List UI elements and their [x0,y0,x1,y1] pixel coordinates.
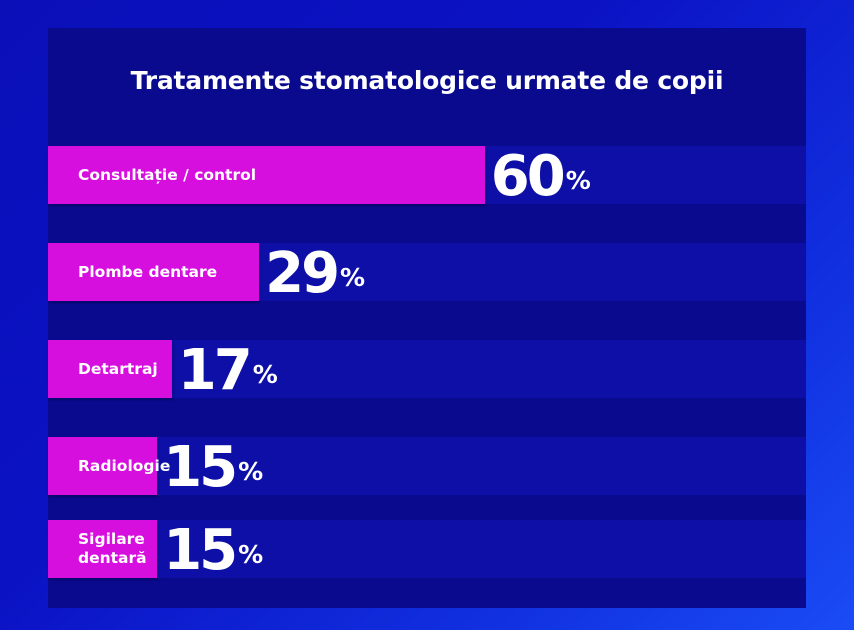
category-label: Consultație / control [78,165,257,184]
value-number: 15 [163,435,238,500]
category-label: Detartraj [78,359,158,378]
value-number: 60 [490,144,566,209]
value-label: 17% [178,342,278,400]
bar [48,520,158,578]
value-unit: % [238,456,264,486]
bar [48,340,172,398]
value-label: 60% [491,148,591,206]
category-label: Sigilare dentară [78,530,147,567]
bar-track [48,340,806,398]
value-number: 29 [265,241,340,306]
chart-panel [48,28,806,608]
category-label: Plombe dentare [78,262,218,281]
bar [48,243,260,301]
value-label: 15% [163,439,263,497]
value-unit: % [252,359,278,389]
bar [48,146,485,204]
value-unit: % [340,262,366,292]
value-number: 17 [177,338,253,403]
value-label: 15% [163,522,263,580]
bar [48,437,158,495]
chart-title: Tratamente stomatologice urmate de copii [130,66,724,95]
category-label: Radiologie [78,456,171,475]
bar-track [48,520,806,578]
value-unit: % [238,539,264,569]
bar-track [48,437,806,495]
value-unit: % [565,165,591,195]
value-number: 15 [163,518,238,583]
value-label: 29% [265,245,365,303]
